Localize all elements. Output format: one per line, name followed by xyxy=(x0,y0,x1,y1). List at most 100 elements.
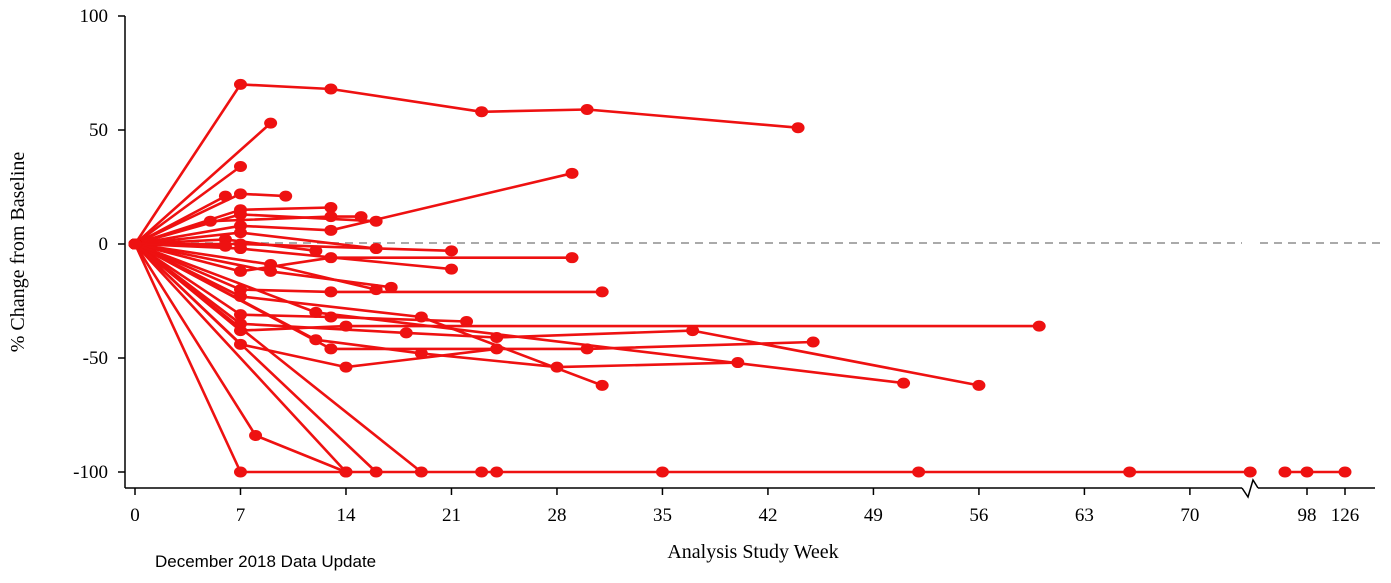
data-point xyxy=(490,466,504,478)
patient-series-32 xyxy=(1278,466,1352,478)
data-point xyxy=(233,265,247,277)
patient-series-28 xyxy=(128,238,1257,478)
axis-break-marker xyxy=(1241,478,1259,499)
x-tick-label: 63 xyxy=(1075,505,1094,526)
series-line xyxy=(133,243,1251,474)
series-line xyxy=(134,242,226,248)
data-point xyxy=(897,377,911,389)
data-point xyxy=(1338,466,1352,478)
data-point xyxy=(218,240,232,252)
x-tick-label: 0 xyxy=(130,505,140,526)
data-point xyxy=(444,263,458,275)
data-point xyxy=(655,466,669,478)
y-tick-label: 100 xyxy=(80,6,109,27)
x-tick-label: 14 xyxy=(336,505,356,526)
x-ticks: 0 7 14 21 28 35 42 49 56 63 70 98 126 xyxy=(130,488,1359,526)
patient-series-31 xyxy=(128,238,428,478)
x-axis-title: Analysis Study Week xyxy=(667,541,838,563)
data-point xyxy=(264,265,278,277)
data-point xyxy=(339,361,353,373)
series-line xyxy=(134,242,603,294)
data-point xyxy=(324,202,338,214)
data-point xyxy=(309,334,323,346)
data-point xyxy=(249,430,263,442)
y-tick-label: -100 xyxy=(73,462,108,483)
data-point xyxy=(686,325,700,337)
data-point xyxy=(309,306,323,318)
data-point xyxy=(475,106,489,118)
patient-series-16 xyxy=(128,238,579,277)
data-point xyxy=(1123,466,1137,478)
series-line xyxy=(134,242,603,387)
data-point xyxy=(128,238,142,250)
x-tick-label: 98 xyxy=(1298,505,1317,526)
series-line xyxy=(134,243,347,473)
data-point xyxy=(475,466,489,478)
series-line xyxy=(134,122,272,245)
series-line xyxy=(134,242,980,387)
data-point xyxy=(324,211,338,223)
series-line xyxy=(134,172,573,246)
patient-series-1 xyxy=(128,78,805,250)
x-tick-label: 126 xyxy=(1331,505,1360,526)
data-point xyxy=(565,167,579,179)
y-tick-label: 0 xyxy=(99,234,109,255)
data-point xyxy=(339,320,353,332)
data-point xyxy=(233,208,247,220)
data-point xyxy=(233,227,247,239)
series-line xyxy=(133,83,799,245)
data-point xyxy=(399,327,413,339)
data-point xyxy=(912,466,926,478)
data-point xyxy=(1278,466,1292,478)
x-tick-label: 35 xyxy=(653,505,672,526)
data-point xyxy=(444,245,458,257)
x-tick-label: 42 xyxy=(758,505,777,526)
patient-series-30 xyxy=(128,238,383,478)
series-layer xyxy=(128,78,1352,478)
y-tick-label: 50 xyxy=(89,120,108,141)
data-point xyxy=(324,286,338,298)
data-point xyxy=(414,347,428,359)
series-line xyxy=(134,242,572,273)
data-point xyxy=(972,379,986,391)
data-point xyxy=(339,466,353,478)
y-ticks: 100 50 0 -50 -100 xyxy=(73,6,125,483)
data-point xyxy=(233,188,247,200)
data-point xyxy=(233,466,247,478)
data-point xyxy=(233,160,247,172)
data-point xyxy=(550,361,564,373)
data-point xyxy=(791,122,805,134)
data-point xyxy=(384,281,398,293)
series-line xyxy=(134,242,467,323)
series-line xyxy=(134,243,377,473)
data-point xyxy=(1300,466,1314,478)
data-point xyxy=(490,343,504,355)
x-tick-label: 28 xyxy=(547,505,566,526)
data-point xyxy=(460,316,474,328)
data-point xyxy=(324,224,338,236)
data-point xyxy=(595,286,609,298)
data-point xyxy=(309,245,323,257)
data-point xyxy=(580,103,594,115)
footnote: December 2018 Data Update xyxy=(155,552,377,571)
patient-series-2 xyxy=(128,117,278,250)
data-point xyxy=(233,325,247,337)
data-point xyxy=(565,252,579,264)
data-point xyxy=(233,309,247,321)
y-axis-title: % Change from Baseline xyxy=(7,152,29,353)
data-point xyxy=(264,117,278,129)
x-tick-label: 49 xyxy=(864,505,883,526)
data-point xyxy=(324,252,338,264)
data-point xyxy=(595,379,609,391)
series-line xyxy=(134,165,242,246)
data-point xyxy=(806,336,820,348)
data-point xyxy=(1032,320,1046,332)
x-tick-label: 21 xyxy=(442,505,461,526)
data-point xyxy=(1243,466,1257,478)
data-point xyxy=(324,83,338,95)
data-point xyxy=(279,190,293,202)
data-point xyxy=(369,466,383,478)
data-point xyxy=(233,78,247,90)
x-tick-label: 56 xyxy=(969,505,988,526)
